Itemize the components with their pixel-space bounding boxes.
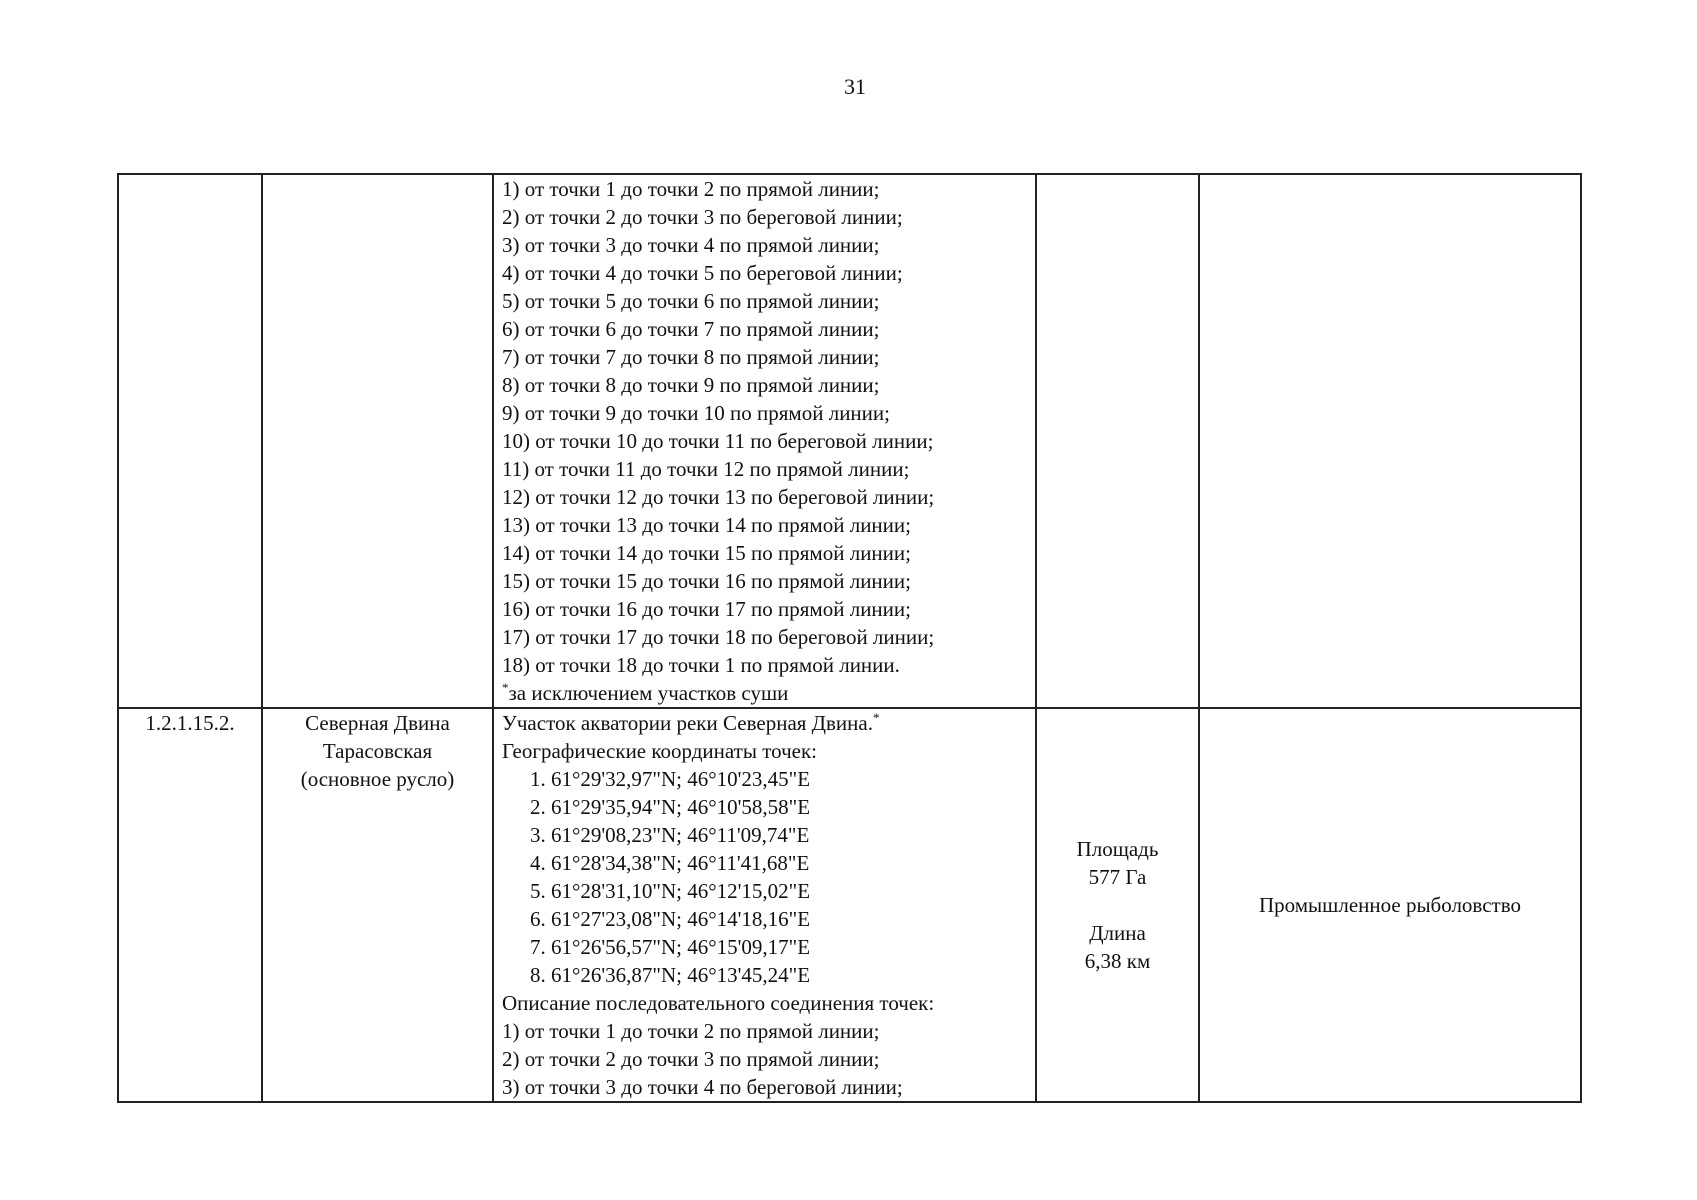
name-line: Северная Двина (305, 711, 450, 735)
length-value: 6,38 км (1084, 949, 1151, 973)
footnote: *за исключением участков суши (502, 680, 789, 705)
usage-cell (1198, 173, 1582, 709)
area-label: Площадь (1076, 837, 1159, 861)
connection-line: 3) от точки 3 до точки 4 по береговой ли… (502, 1075, 903, 1099)
coordinate-line: 6. 61°27'23,08"N; 46°14'18,16"E (530, 907, 811, 931)
connection-line: 3) от точки 3 до точки 4 по прямой линии… (502, 233, 880, 257)
connection-line: 10) от точки 10 до точки 11 по береговой… (502, 429, 934, 453)
fishing-areas-table: 1) от точки 1 до точки 2 по прямой линии… (117, 173, 1582, 1103)
connection-line: 2) от точки 2 до точки 3 по береговой ли… (502, 205, 903, 229)
coordinate-line: 1. 61°29'32,97"N; 46°10'23,45"E (530, 767, 811, 791)
connection-line: 14) от точки 14 до точки 15 по прямой ли… (502, 541, 911, 565)
connection-heading: Описание последовательного соединения то… (502, 991, 935, 1015)
connection-line: 1) от точки 1 до точки 2 по прямой линии… (502, 1019, 880, 1043)
coordinate-line: 5. 61°28'31,10"N; 46°12'15,02"E (530, 879, 811, 903)
area-value: 577 Га (1088, 865, 1147, 889)
name-line: (основное русло) (300, 767, 455, 791)
coordinate-line: 2. 61°29'35,94"N; 46°10'58,58"E (530, 795, 811, 819)
coordinate-line: 4. 61°28'34,38"N; 46°11'41,68"E (530, 851, 810, 875)
table-row: 1) от точки 1 до точки 2 по прямой линии… (117, 173, 1582, 709)
code-cell: 1.2.1.15.2. (117, 707, 263, 1103)
connection-line: 15) от точки 15 до точки 16 по прямой ли… (502, 569, 911, 593)
connection-line: 13) от точки 13 до точки 14 по прямой ли… (502, 513, 911, 537)
connection-line: 16) от точки 16 до точки 17 по прямой ли… (502, 597, 911, 621)
area-cell (1035, 173, 1200, 709)
connection-line: 17) от точки 17 до точки 18 по береговой… (502, 625, 935, 649)
code-cell (117, 173, 263, 709)
connection-line: 6) от точки 6 до точки 7 по прямой линии… (502, 317, 880, 341)
connection-line: 8) от точки 8 до точки 9 по прямой линии… (502, 373, 880, 397)
connection-line: 2) от точки 2 до точки 3 по прямой линии… (502, 1047, 880, 1071)
area-title: Участок акватории реки Северная Двина.* (502, 710, 880, 735)
connection-line: 5) от точки 5 до точки 6 по прямой линии… (502, 289, 880, 313)
connection-line: 11) от точки 11 до точки 12 по прямой ли… (502, 457, 910, 481)
usage-cell: Промышленное рыболовство (1198, 707, 1582, 1103)
coordinate-line: 8. 61°26'36,87"N; 46°13'45,24"E (530, 963, 811, 987)
coordinate-line: 7. 61°26'56,57"N; 46°15'09,17"E (530, 935, 811, 959)
connection-line: 7) от точки 7 до точки 8 по прямой линии… (502, 345, 880, 369)
name-line: Тарасовская (322, 739, 433, 763)
connection-line: 1) от точки 1 до точки 2 по прямой линии… (502, 177, 880, 201)
connection-line: 12) от точки 12 до точки 13 по береговой… (502, 485, 935, 509)
name-cell (261, 173, 494, 709)
table-row: 1.2.1.15.2. Северная Двина Тарасовская (… (117, 707, 1582, 1103)
area-cell: Площадь 577 Га Длина 6,38 км (1035, 707, 1200, 1103)
connection-line: 18) от точки 18 до точки 1 по прямой лин… (502, 653, 900, 677)
connection-line: 9) от точки 9 до точки 10 по прямой лини… (502, 401, 890, 425)
page-number: 31 (844, 74, 866, 99)
coordinate-line: 3. 61°29'08,23"N; 46°11'09,74"E (530, 823, 810, 847)
coords-heading: Географические координаты точек: (502, 739, 817, 763)
description-cell: Участок акватории реки Северная Двина.* … (492, 707, 1037, 1103)
description-cell: 1) от точки 1 до точки 2 по прямой линии… (492, 173, 1037, 709)
length-label: Длина (1089, 921, 1146, 945)
name-cell: Северная Двина Тарасовская (основное рус… (261, 707, 494, 1103)
connection-line: 4) от точки 4 до точки 5 по береговой ли… (502, 261, 903, 285)
